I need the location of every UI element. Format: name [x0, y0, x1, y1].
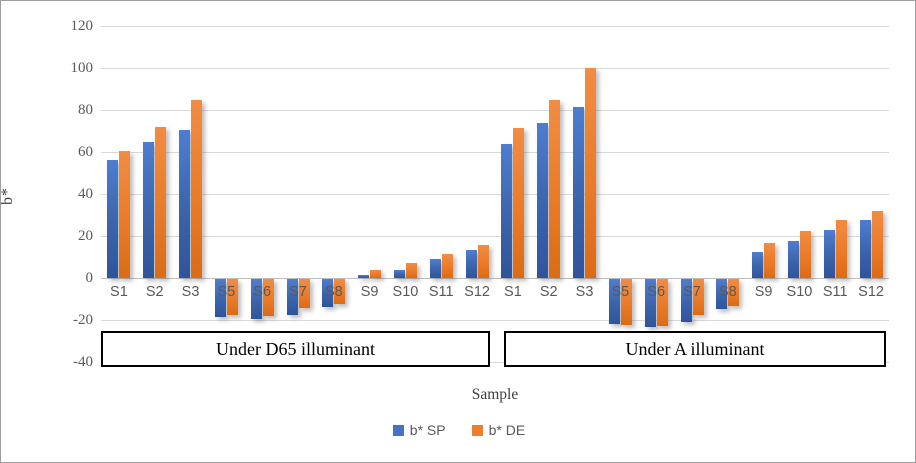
bar-a-s11-sp [823, 229, 835, 278]
group-box-d65-label: Under D65 illuminant [216, 338, 375, 359]
x-tick-label-d65-s2: S2 [145, 284, 164, 300]
legend-item-de: b* DE [471, 422, 526, 438]
bar-d65-s6-de [262, 279, 274, 316]
gridline-60 [101, 151, 889, 153]
y-tick-label-40: 40 [78, 186, 93, 202]
legend: b* SP b* DE [1, 422, 915, 438]
bar-a-s12-de [871, 210, 883, 278]
x-tick-label-a-s7: S7 [683, 284, 701, 300]
bar-a-s9-sp [752, 251, 764, 278]
bar-a-s8-sp [716, 279, 728, 310]
bar-d65-s2-de [155, 126, 167, 278]
x-tick-label-d65-s6: S6 [253, 284, 272, 300]
legend-swatch-de [471, 424, 483, 436]
x-tick-label-a-s6: S6 [647, 284, 666, 300]
y-tick-label-60: 60 [78, 144, 93, 160]
bar-d65-s6-sp [250, 279, 262, 319]
gridline-120 [101, 25, 889, 27]
bar-a-s12-sp [859, 220, 871, 278]
legend-label-sp: b* SP [409, 422, 446, 438]
gridline--40 [101, 361, 889, 363]
bar-a-s6-de [656, 279, 668, 327]
x-tick-label-a-s3: S3 [575, 284, 594, 300]
gridline-100 [101, 67, 889, 69]
bar-a-s3-de [585, 68, 597, 278]
bar-d65-s9-sp [358, 274, 370, 278]
bar-a-s9-de [764, 243, 776, 278]
gridline-20 [101, 235, 889, 237]
bar-a-s2-sp [537, 122, 549, 278]
bar-d65-s10-sp [393, 269, 405, 278]
x-tick-label-a-s12: S12 [858, 284, 884, 300]
bar-d65-s2-sp [143, 141, 155, 278]
y-tick-label-120: 120 [70, 18, 94, 34]
y-tick-label-100: 100 [70, 60, 94, 76]
x-tick-label-d65-s11: S11 [428, 284, 454, 300]
x-tick-label-a-s5: S5 [611, 284, 630, 300]
x-tick-label-a-s11: S11 [822, 284, 848, 300]
bar-d65-s11-de [441, 253, 453, 278]
bar-a-s1-sp [501, 143, 513, 278]
bar-a-s11-de [835, 220, 847, 278]
legend-swatch-sp [392, 424, 404, 436]
bar-a-s6-sp [644, 279, 656, 328]
bar-a-s3-sp [573, 106, 585, 278]
group-box-a-label: Under A illuminant [625, 338, 765, 359]
bar-a-s10-de [799, 230, 811, 278]
x-tick-label-d65-s7: S7 [289, 284, 307, 300]
group-box-a-illuminant: Under A illuminant [504, 331, 886, 367]
bar-d65-s5-sp [214, 279, 226, 317]
bar-d65-s5-de [226, 279, 238, 315]
group-box-d65-illuminant: Under D65 illuminant [101, 331, 490, 367]
bar-d65-s8-de [334, 279, 346, 305]
gridline-40 [101, 193, 889, 195]
x-tick-label-d65-s10: S10 [392, 284, 419, 300]
x-tick-label-d65-s5: S5 [217, 284, 236, 300]
y-tick-label--20: -20 [73, 312, 93, 328]
bar-d65-s3-de [191, 99, 203, 278]
bar-d65-s11-sp [429, 259, 441, 278]
bar-d65-s7-de [298, 279, 310, 309]
x-tick-label-d65-s3: S3 [181, 284, 200, 300]
x-axis-title: Sample [471, 386, 519, 403]
y-tick-label-0: 0 [85, 270, 94, 286]
x-tick-label-d65-s9: S9 [360, 284, 379, 300]
x-tick-label-a-s9: S9 [754, 284, 773, 300]
legend-item-sp: b* SP [392, 422, 446, 438]
bar-d65-s3-sp [179, 129, 191, 278]
x-tick-label-d65-s12: S12 [464, 284, 490, 300]
y-tick-label--40: -40 [73, 354, 93, 370]
x-tick-label-d65-s8: S8 [324, 284, 343, 300]
x-tick-label-a-s1: S1 [504, 284, 522, 300]
gridline-80 [101, 109, 889, 111]
x-tick-label-a-s10: S10 [786, 284, 813, 300]
x-tick-label-d65-s1: S1 [110, 284, 128, 300]
gridline--20 [101, 319, 889, 321]
bar-a-s10-sp [787, 241, 799, 278]
bar-a-s5-de [620, 279, 632, 326]
gridline-0 [101, 277, 889, 279]
bar-d65-s12-de [477, 245, 489, 278]
plot-area: S1 S2 S3 S5 S6 S7 S8 S9 S10 S11 S12 S1 S2 S3 S5 S6 S7 S8 S… [101, 25, 889, 363]
bar-a-s7-de [692, 279, 704, 315]
legend-label-de: b* DE [488, 422, 526, 438]
bar-d65-s12-sp [465, 249, 477, 278]
y-tick-label-80: 80 [78, 102, 93, 118]
y-tick-label-20: 20 [78, 228, 93, 244]
bar-d65-s10-de [405, 263, 417, 278]
x-tick-label-a-s8: S8 [718, 284, 737, 300]
x-tick-label-a-s2: S2 [539, 284, 558, 300]
bar-a-s1-de [513, 127, 525, 278]
bar-d65-s9-de [370, 269, 382, 278]
bar-a-s5-sp [608, 279, 620, 325]
bar-d65-s7-sp [286, 279, 298, 315]
bar-d65-s1-sp [107, 160, 119, 278]
bar-d65-s8-sp [322, 279, 334, 308]
bar-a-s2-de [549, 99, 561, 278]
bar-a-s7-sp [680, 279, 692, 323]
bar-a-s8-de [728, 279, 740, 307]
bar-d65-s1-de [119, 150, 131, 278]
